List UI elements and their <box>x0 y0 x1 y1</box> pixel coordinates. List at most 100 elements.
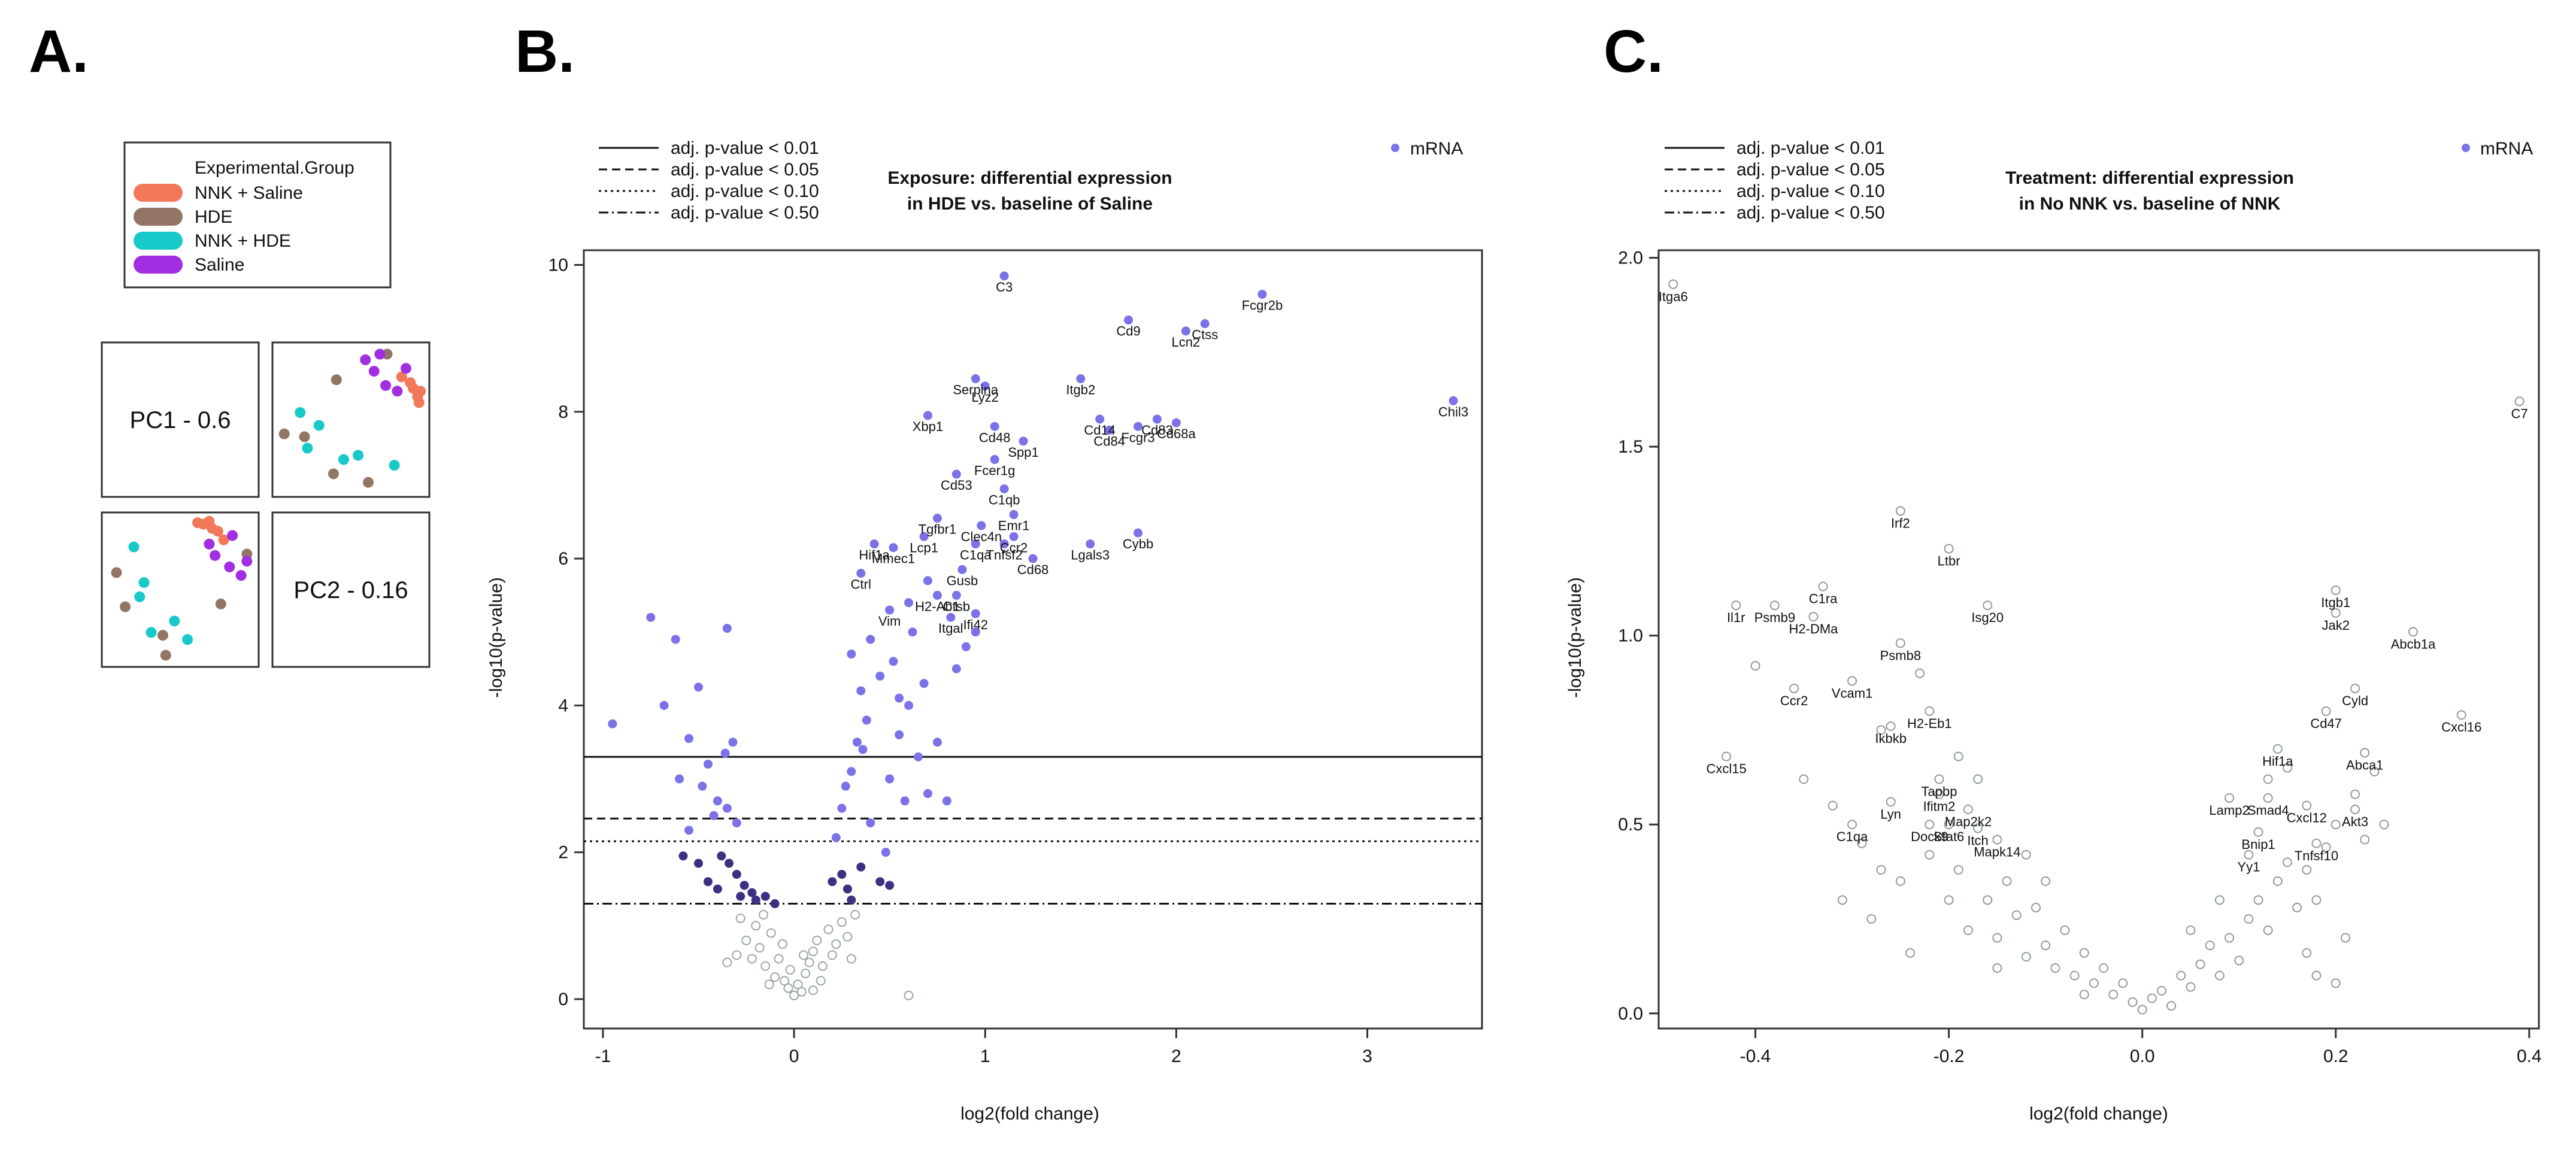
gene-label: Fcgr2b <box>1242 298 1283 313</box>
gene-label: Itgal <box>938 621 963 636</box>
gene-point <box>2283 763 2292 773</box>
pca-point <box>128 541 140 553</box>
gene-point <box>2128 997 2138 1007</box>
chart-title-line-2: in HDE vs. baseline of Saline <box>907 194 1153 214</box>
gene-label: Mmec1 <box>872 551 915 566</box>
gene-point <box>2263 793 2273 803</box>
series-legend-marker <box>1391 144 1399 152</box>
pca-point <box>204 538 215 550</box>
gene-point <box>856 569 866 578</box>
pca-cell <box>101 511 260 668</box>
gene-point <box>1105 425 1114 435</box>
gene-point <box>1895 876 1905 886</box>
pca-point <box>405 377 416 389</box>
x-tick-label: 0 <box>789 1046 799 1066</box>
gene-point <box>808 985 818 996</box>
gene-label: Hif1a <box>2262 754 2293 769</box>
group-legend-label: Saline <box>195 255 244 275</box>
gene-label: Fcgr3 <box>1121 430 1154 445</box>
gene-label: C7 <box>2511 406 2528 421</box>
y-tick-label: 1.0 <box>1618 626 1643 646</box>
gene-point <box>1124 315 1134 325</box>
pca-point <box>218 534 229 545</box>
threshold-legend-label: adj. p-value < 0.05 <box>671 160 819 180</box>
gene-point <box>722 624 732 633</box>
gene-point <box>1181 326 1190 336</box>
gene-point <box>2321 842 2331 852</box>
y-tick-label: 1.5 <box>1618 437 1643 457</box>
gene-label: Itgb1 <box>2321 595 2350 610</box>
gene-point <box>799 950 809 960</box>
x-tick-label: 0.2 <box>2323 1046 2348 1066</box>
pca-point <box>415 386 426 397</box>
gene-label: Lamp2 <box>2209 803 2249 818</box>
gene-point <box>1944 895 1954 905</box>
gene-point <box>2108 990 2119 1000</box>
gene-point <box>932 514 942 523</box>
gene-point <box>2369 766 2380 776</box>
gene-point <box>1934 789 1944 799</box>
threshold-legend-label: adj. p-value < 0.50 <box>1736 203 1885 223</box>
x-axis-ticks: -0.4 -0.2 0.0 0.2 0.4 <box>1740 1029 2542 1066</box>
gene-point <box>923 789 932 799</box>
panel-letter-a: A. <box>29 18 89 85</box>
pca-point <box>192 517 204 529</box>
gene-point <box>2060 925 2070 935</box>
gene-point <box>1905 948 1915 958</box>
gene-point <box>2350 789 2360 799</box>
gene-point <box>980 381 990 391</box>
gene-label: Jak2 <box>2322 618 2350 633</box>
gene-point <box>2302 800 2312 811</box>
gene-point <box>2137 1005 2147 1015</box>
gene-point <box>2021 952 2031 962</box>
gene-point <box>862 715 871 725</box>
gene-point <box>1934 774 1944 784</box>
gene-label: Cd84 <box>1093 433 1125 448</box>
gene-point <box>2079 990 2089 1000</box>
pca-cell <box>271 341 431 498</box>
gene-point <box>2050 963 2060 973</box>
gene-point <box>971 539 980 549</box>
gene-label: Tnfsf10 <box>2295 848 2338 863</box>
gene-point <box>2311 838 2322 848</box>
gene-point <box>858 745 868 754</box>
gene-label: C3 <box>996 280 1013 295</box>
gene-label: Cxcl12 <box>2287 811 2327 826</box>
gene-point <box>760 961 771 971</box>
pca-point <box>302 442 313 454</box>
gene-point <box>1448 396 1458 405</box>
x-axis-label: log2(fold change) <box>2029 1104 2168 1124</box>
pca-point <box>389 460 400 471</box>
gene-point <box>1886 797 1896 807</box>
gene-label: Stat6 <box>1933 829 1964 844</box>
gene-point <box>904 598 914 608</box>
gene-point <box>1257 290 1267 299</box>
gene-point <box>831 939 841 949</box>
gene-point <box>2283 857 2292 867</box>
pca-point <box>380 380 392 391</box>
gene-point <box>942 796 951 806</box>
gene-point <box>770 899 780 909</box>
pc1-label: PC1 - 0.6 <box>130 407 231 433</box>
series-legend-label: mRNA <box>2480 139 2533 159</box>
gene-point <box>698 781 707 791</box>
gene-point <box>856 686 866 696</box>
gene-point <box>914 752 923 762</box>
gene-label: Gusb <box>947 573 978 588</box>
y-axis-label: -log10(p-value) <box>1565 577 1585 698</box>
pc2-label: PC2 - 0.16 <box>293 577 408 603</box>
gene-label: Il1r <box>1727 610 1745 625</box>
gene-point <box>999 484 1009 494</box>
gene-point <box>951 590 961 600</box>
panel-letter-c: C. <box>1604 18 1663 85</box>
gene-point <box>889 543 898 553</box>
gene-point <box>732 869 741 879</box>
gene-point <box>1992 835 2002 845</box>
y-tick-label: 10 <box>548 256 568 275</box>
pca-point <box>413 397 425 408</box>
pca-point <box>146 627 157 638</box>
gene-label: Akt3 <box>2342 814 2368 829</box>
gene-point <box>957 565 967 574</box>
